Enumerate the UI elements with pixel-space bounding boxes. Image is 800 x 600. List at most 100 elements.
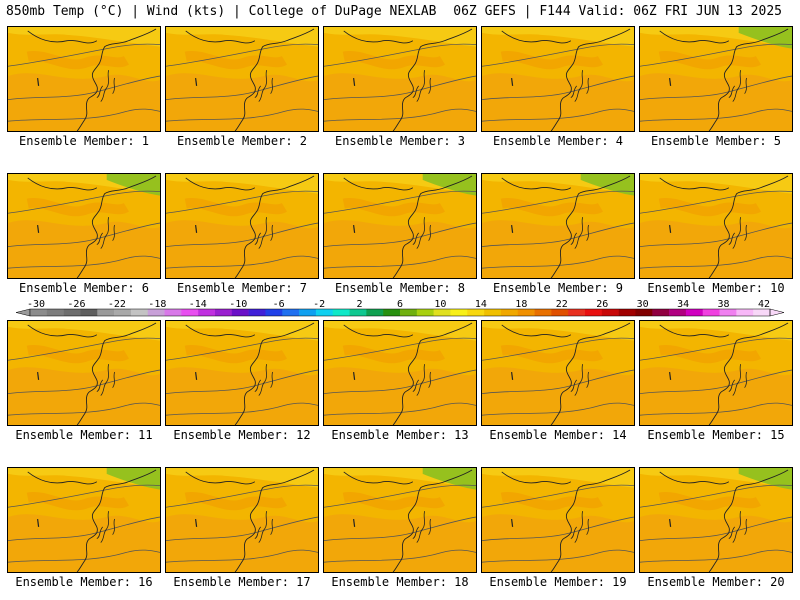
colorbar-tick-label: 34 [677,299,689,310]
panel-label: Ensemble Member: 6 [18,281,150,295]
colorbar-tick-label: 42 [758,299,770,310]
panel-label: Ensemble Member: 3 [334,134,466,148]
colorbar-swatch [534,309,552,316]
temperature-map [8,174,160,278]
colorbar-swatch [80,309,98,316]
colorbar-tick-label: -30 [27,299,45,310]
panel-label: Ensemble Member: 1 [18,134,150,148]
colorbar-tick-label: -6 [273,299,285,310]
panel-label: Ensemble Member: 2 [176,134,308,148]
colorbar-swatch [130,309,149,316]
colorbar-tick-label: 38 [718,299,730,310]
temperature-map [166,174,318,278]
colorbar-tick-label: -2 [313,299,325,310]
temperature-map [640,27,792,131]
panel-label: Ensemble Member: 14 [489,428,627,442]
colorbar-swatch [736,309,754,316]
panel-label: Ensemble Member: 11 [15,428,153,442]
colorbar-swatch [147,309,165,316]
temperature-map [8,27,160,131]
colorbar-swatch [299,309,317,316]
colorbar-tick-label: -14 [189,299,207,310]
panel-label: Ensemble Member: 13 [331,428,469,442]
temperature-map [482,174,634,278]
colorbar-swatch [568,309,586,316]
colorbar-tick-label: -22 [108,299,126,310]
temperature-colorbar: -30 -26 -22 -18 -14 -10 -6 -2 2 6 10 14 18 22 26 30 34 38… [0,297,800,321]
temperature-map [166,321,318,425]
temperature-map [482,27,634,131]
ensemble-panel [481,320,635,426]
panel-label: Ensemble Member: 10 [647,281,785,295]
colorbar-swatch [349,309,367,316]
temperature-map [324,27,476,131]
colorbar-swatch [517,309,535,316]
colorbar-swatch [585,309,603,316]
temperature-map [324,321,476,425]
panel-label: Ensemble Member: 16 [15,575,153,589]
colorbar-swatch [181,309,199,316]
ensemble-panel [7,467,161,573]
colorbar-swatch [702,309,720,316]
colorbar-swatch [685,309,704,316]
colorbar-tick-label: 30 [637,299,649,310]
panel-label: Ensemble Member: 17 [173,575,311,589]
temperature-map [482,321,634,425]
ensemble-panel [481,26,635,132]
ensemble-panel [323,26,477,132]
colorbar-swatch [63,309,81,316]
valid-time: 06Z GEFS | F144 Valid: 06Z FRI JUN 13 20… [453,4,782,19]
ensemble-panel [165,320,319,426]
temperature-map [324,174,476,278]
temperature-map [324,468,476,572]
panel-label: Ensemble Member: 12 [173,428,311,442]
colorbar-swatch [30,309,48,316]
colorbar-swatch [635,309,653,316]
colorbar-swatch [551,309,569,316]
colorbar-arrow-left [15,308,31,317]
colorbar-tick-label: 22 [556,299,568,310]
colorbar-swatch [450,309,468,316]
ensemble-panel [165,173,319,279]
colorbar-swatch [231,309,249,316]
colorbar-swatch [400,309,418,316]
panel-label: Ensemble Member: 19 [489,575,627,589]
colorbar-tick-label: -18 [148,299,166,310]
colorbar-swatch [114,309,132,316]
ensemble-panel [323,320,477,426]
colorbar-swatch [383,309,401,316]
colorbar-swatch [416,309,434,316]
panel-label: Ensemble Member: 4 [492,134,624,148]
ensemble-panel [481,173,635,279]
map-title: 850mb Temp (°C) | Wind (kts) | College o… [6,4,437,19]
colorbar-swatch [97,309,115,316]
temperature-map [166,468,318,572]
colorbar-swatch [164,309,182,316]
colorbar-swatch [215,309,233,316]
colorbar-swatch [652,309,670,316]
colorbar-swatch [366,309,384,316]
colorbar-tick-label: -10 [229,299,247,310]
ensemble-panel [7,173,161,279]
temperature-map [640,174,792,278]
colorbar-swatch [601,309,619,316]
colorbar-swatch [719,309,737,316]
panel-label: Ensemble Member: 18 [331,575,469,589]
colorbar-arrow-right [769,308,785,317]
colorbar-tick-label: 14 [475,299,487,310]
ensemble-panel [165,26,319,132]
colorbar-swatch [315,309,334,316]
colorbar-swatch [500,309,519,316]
panel-label: Ensemble Member: 8 [334,281,466,295]
colorbar-tick-label: 18 [515,299,527,310]
colorbar-swatch [753,309,771,316]
colorbar-swatch [248,309,266,316]
ensemble-panel [323,173,477,279]
colorbar-swatch [198,309,216,316]
ensemble-panel [7,26,161,132]
colorbar-outline [29,308,771,317]
temperature-map [640,468,792,572]
colorbar-tick-label: -26 [67,299,85,310]
ensemble-panel [639,173,793,279]
colorbar-tick-label: 10 [434,299,446,310]
